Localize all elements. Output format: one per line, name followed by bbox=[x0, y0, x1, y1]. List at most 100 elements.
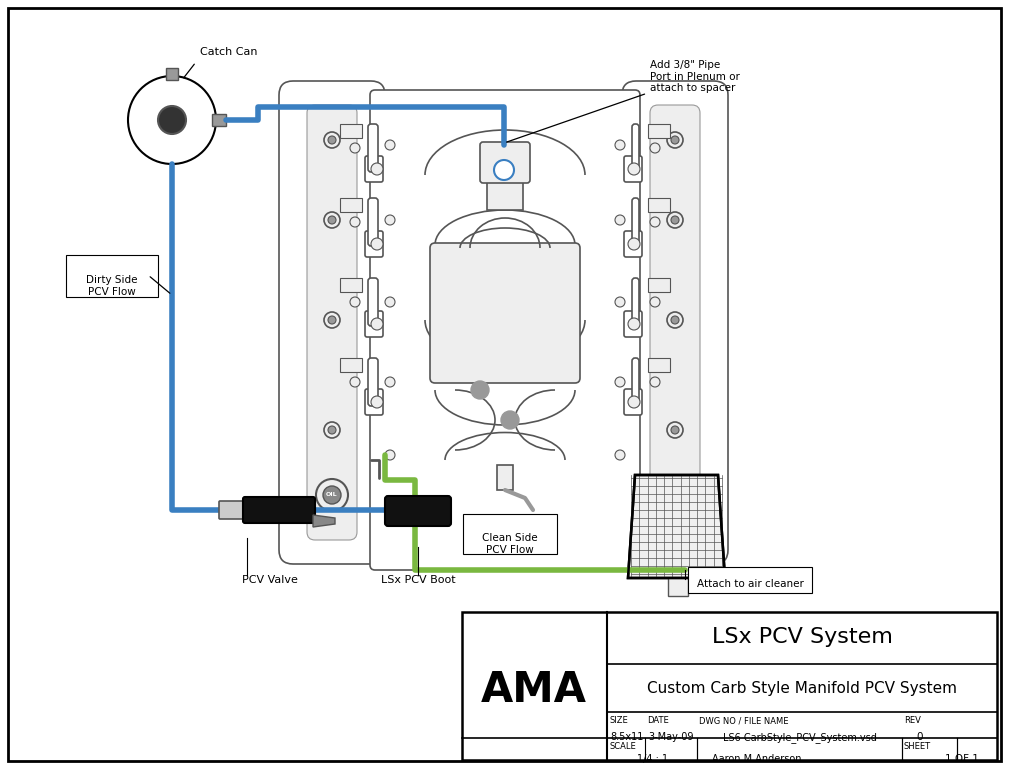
Circle shape bbox=[667, 132, 683, 148]
FancyBboxPatch shape bbox=[368, 278, 378, 326]
FancyBboxPatch shape bbox=[279, 81, 385, 564]
Circle shape bbox=[650, 217, 660, 227]
Circle shape bbox=[615, 377, 625, 387]
Text: Custom Carb Style Manifold PCV System: Custom Carb Style Manifold PCV System bbox=[647, 681, 957, 695]
FancyBboxPatch shape bbox=[365, 311, 383, 337]
Text: AMA: AMA bbox=[481, 669, 587, 711]
Text: 8.5x11: 8.5x11 bbox=[610, 732, 644, 742]
Circle shape bbox=[328, 136, 336, 144]
Circle shape bbox=[667, 312, 683, 328]
FancyBboxPatch shape bbox=[688, 567, 812, 593]
FancyBboxPatch shape bbox=[370, 90, 640, 570]
Text: Attach to air cleaner: Attach to air cleaner bbox=[696, 579, 803, 589]
Text: Clean Side
PCV Flow: Clean Side PCV Flow bbox=[482, 533, 538, 554]
Circle shape bbox=[615, 215, 625, 225]
Text: LS6 CarbStyle_PCV_System.vsd: LS6 CarbStyle_PCV_System.vsd bbox=[723, 732, 877, 743]
Bar bbox=[462, 612, 997, 760]
Circle shape bbox=[158, 106, 186, 134]
Text: 1/4 : 1: 1/4 : 1 bbox=[638, 754, 669, 764]
FancyBboxPatch shape bbox=[480, 142, 530, 183]
FancyBboxPatch shape bbox=[463, 514, 557, 554]
Text: LSx PCV Boot: LSx PCV Boot bbox=[380, 575, 455, 585]
Text: SIZE: SIZE bbox=[609, 716, 628, 725]
Circle shape bbox=[350, 143, 360, 153]
FancyBboxPatch shape bbox=[243, 497, 315, 523]
Bar bbox=[648, 278, 670, 292]
Text: 1 OF 1: 1 OF 1 bbox=[945, 754, 979, 764]
Text: LSx PCV System: LSx PCV System bbox=[711, 627, 892, 647]
Circle shape bbox=[628, 163, 640, 175]
FancyBboxPatch shape bbox=[385, 496, 451, 526]
Text: Aaron M Anderson: Aaron M Anderson bbox=[712, 754, 802, 764]
FancyBboxPatch shape bbox=[632, 358, 639, 406]
Text: Add 3/8" Pipe
Port in Plenum or
attach to spacer: Add 3/8" Pipe Port in Plenum or attach t… bbox=[507, 60, 740, 142]
FancyBboxPatch shape bbox=[624, 231, 642, 257]
Text: DWG NO / FILE NAME: DWG NO / FILE NAME bbox=[699, 716, 788, 725]
Circle shape bbox=[371, 318, 383, 330]
FancyBboxPatch shape bbox=[632, 278, 639, 326]
Circle shape bbox=[324, 312, 340, 328]
FancyBboxPatch shape bbox=[622, 81, 728, 564]
Circle shape bbox=[324, 422, 340, 438]
Text: 0: 0 bbox=[917, 732, 923, 742]
Text: Dirty Side
PCV Flow: Dirty Side PCV Flow bbox=[86, 275, 138, 297]
Text: 3-May-09: 3-May-09 bbox=[648, 732, 694, 742]
Bar bbox=[340, 358, 362, 372]
Circle shape bbox=[494, 160, 514, 180]
Bar bbox=[212, 114, 226, 126]
Text: PCV Valve: PCV Valve bbox=[242, 575, 298, 585]
Text: DATE: DATE bbox=[647, 716, 669, 725]
Circle shape bbox=[371, 163, 383, 175]
Text: SHEET: SHEET bbox=[904, 742, 931, 751]
Circle shape bbox=[671, 136, 679, 144]
FancyBboxPatch shape bbox=[624, 311, 642, 337]
Polygon shape bbox=[313, 515, 335, 527]
Text: REV: REV bbox=[904, 716, 921, 725]
Bar bbox=[668, 578, 688, 596]
FancyBboxPatch shape bbox=[219, 501, 249, 519]
Bar bbox=[648, 124, 670, 138]
Circle shape bbox=[628, 396, 640, 408]
Circle shape bbox=[667, 212, 683, 228]
Bar bbox=[340, 278, 362, 292]
FancyBboxPatch shape bbox=[365, 231, 383, 257]
FancyBboxPatch shape bbox=[365, 156, 383, 182]
FancyBboxPatch shape bbox=[307, 105, 357, 540]
Bar bbox=[340, 198, 362, 212]
FancyBboxPatch shape bbox=[624, 389, 642, 415]
Circle shape bbox=[316, 479, 348, 511]
Circle shape bbox=[350, 297, 360, 307]
FancyBboxPatch shape bbox=[368, 198, 378, 246]
Circle shape bbox=[128, 76, 216, 164]
FancyBboxPatch shape bbox=[368, 358, 378, 406]
Circle shape bbox=[628, 238, 640, 250]
Circle shape bbox=[615, 140, 625, 150]
Circle shape bbox=[371, 238, 383, 250]
FancyBboxPatch shape bbox=[650, 105, 700, 540]
Circle shape bbox=[328, 316, 336, 324]
Circle shape bbox=[323, 486, 341, 504]
Circle shape bbox=[324, 132, 340, 148]
Circle shape bbox=[628, 318, 640, 330]
Circle shape bbox=[324, 212, 340, 228]
FancyBboxPatch shape bbox=[368, 124, 378, 172]
Circle shape bbox=[650, 377, 660, 387]
Bar bbox=[648, 198, 670, 212]
Circle shape bbox=[385, 140, 395, 150]
Circle shape bbox=[650, 297, 660, 307]
Bar bbox=[166, 68, 178, 80]
Circle shape bbox=[471, 381, 489, 399]
Circle shape bbox=[385, 297, 395, 307]
Bar bbox=[487, 180, 523, 210]
Circle shape bbox=[350, 217, 360, 227]
Text: SCALE: SCALE bbox=[609, 742, 636, 751]
Circle shape bbox=[328, 216, 336, 224]
FancyBboxPatch shape bbox=[365, 389, 383, 415]
Circle shape bbox=[650, 143, 660, 153]
Text: OIL: OIL bbox=[326, 492, 338, 498]
Circle shape bbox=[385, 377, 395, 387]
Circle shape bbox=[615, 450, 625, 460]
FancyBboxPatch shape bbox=[66, 255, 158, 297]
FancyBboxPatch shape bbox=[632, 124, 639, 172]
Circle shape bbox=[615, 297, 625, 307]
